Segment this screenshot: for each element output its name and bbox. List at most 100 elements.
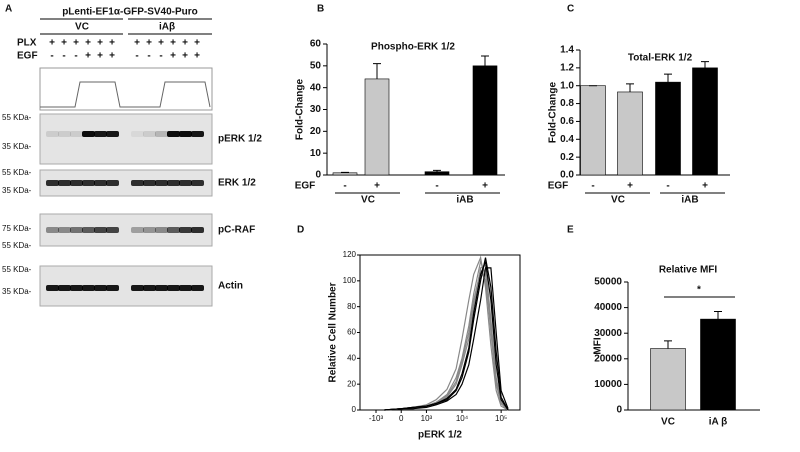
band — [106, 227, 119, 233]
band — [191, 227, 204, 233]
error-bar — [701, 61, 709, 68]
y-tick-label: 0.6 — [560, 116, 574, 127]
band — [58, 285, 71, 291]
panel-label: E — [567, 225, 574, 236]
row-label: EGF — [17, 51, 38, 62]
band — [155, 285, 168, 291]
y-tick-label: 0.2 — [560, 152, 574, 163]
x-axis-label: pERK 1/2 — [418, 430, 462, 441]
band — [155, 131, 168, 137]
y-tick-label: 0.0 — [560, 170, 574, 181]
bar — [650, 348, 686, 411]
band — [46, 227, 59, 233]
blot-title: pLenti-EF1α-GFP-SV40-Puro — [62, 7, 198, 18]
sign: + — [97, 51, 103, 62]
y-tick-label: 0.4 — [560, 134, 574, 145]
y-tick-label: 40000 — [594, 302, 622, 313]
group-label: iAB — [456, 195, 473, 206]
sign: + — [73, 38, 79, 49]
marker: 35 KDa- — [2, 287, 32, 296]
histogram-line — [384, 261, 509, 411]
band — [106, 131, 119, 137]
error-bar — [626, 83, 634, 92]
strip-label: pERK 1/2 — [218, 134, 262, 145]
panel-label: D — [297, 225, 304, 236]
sign: - — [62, 51, 65, 62]
strip-label: pC-RAF — [218, 225, 255, 236]
band — [179, 285, 192, 291]
y-tick-label: 40 — [347, 353, 356, 362]
sign: + — [134, 38, 140, 49]
band — [143, 227, 156, 233]
sign: + — [194, 38, 200, 49]
marker: 55 KDa- — [2, 113, 32, 122]
band — [58, 180, 71, 186]
y-tick-label: 0 — [315, 170, 321, 181]
histogram-line — [384, 267, 509, 411]
band — [143, 285, 156, 291]
band — [94, 131, 107, 137]
band — [58, 131, 71, 137]
panel-label: A — [5, 4, 12, 15]
x-tick-label: + — [482, 181, 488, 192]
x-tick-label: - — [343, 181, 346, 192]
row-label: PLX — [17, 38, 37, 49]
y-tick-label: 50000 — [594, 277, 622, 288]
y-tick-label: 30000 — [594, 328, 622, 339]
sign: + — [170, 38, 176, 49]
sign: - — [159, 51, 162, 62]
band — [70, 227, 83, 233]
sign: + — [170, 51, 176, 62]
y-axis-label: MFI — [593, 337, 604, 354]
band — [143, 131, 156, 137]
y-tick-label: 1.0 — [560, 80, 574, 91]
sign: + — [97, 38, 103, 49]
bar — [655, 81, 681, 176]
sign: + — [61, 38, 67, 49]
y-tick-label: 20 — [310, 126, 322, 137]
sign: + — [109, 51, 115, 62]
band — [131, 285, 144, 291]
band — [179, 180, 192, 186]
histogram-line — [384, 268, 509, 411]
x-tick-label: - — [435, 181, 438, 192]
error-bar — [664, 340, 672, 349]
x-tick-label: 10⁴ — [456, 414, 469, 423]
sign: + — [85, 38, 91, 49]
x-tick-label: 0 — [399, 414, 404, 423]
sign: - — [74, 51, 77, 62]
bar — [580, 85, 606, 176]
y-tick-label: 80 — [347, 302, 356, 311]
band — [94, 285, 107, 291]
y-tick-label: 0 — [616, 405, 622, 416]
x-tick-label: + — [702, 181, 708, 192]
band — [167, 180, 180, 186]
y-tick-label: 0 — [352, 405, 357, 414]
y-tick-label: 40 — [310, 82, 322, 93]
group-label: VC — [361, 195, 375, 206]
error-bar — [664, 73, 672, 83]
sign: + — [85, 51, 91, 62]
marker: 35 KDa- — [2, 142, 32, 151]
histogram-line — [384, 255, 509, 411]
error-bar — [481, 55, 489, 66]
band — [70, 285, 83, 291]
sign: + — [182, 38, 188, 49]
group-label: iAβ — [159, 22, 175, 33]
bar — [700, 318, 736, 411]
strip-label: Actin — [218, 281, 243, 292]
band — [191, 131, 204, 137]
error-bar — [433, 169, 441, 172]
y-tick-label: 100 — [343, 276, 357, 285]
strip-label: ERK 1/2 — [218, 178, 256, 189]
band — [167, 131, 180, 137]
band — [70, 131, 83, 137]
x-tick-label: + — [627, 181, 633, 192]
band — [191, 180, 204, 186]
band — [82, 180, 95, 186]
row-label: EGF — [295, 181, 316, 192]
marker: 75 KDa- — [2, 224, 32, 233]
bar — [617, 91, 643, 176]
group-label: VC — [611, 195, 625, 206]
chart-title: Total-ERK 1/2 — [628, 53, 693, 64]
